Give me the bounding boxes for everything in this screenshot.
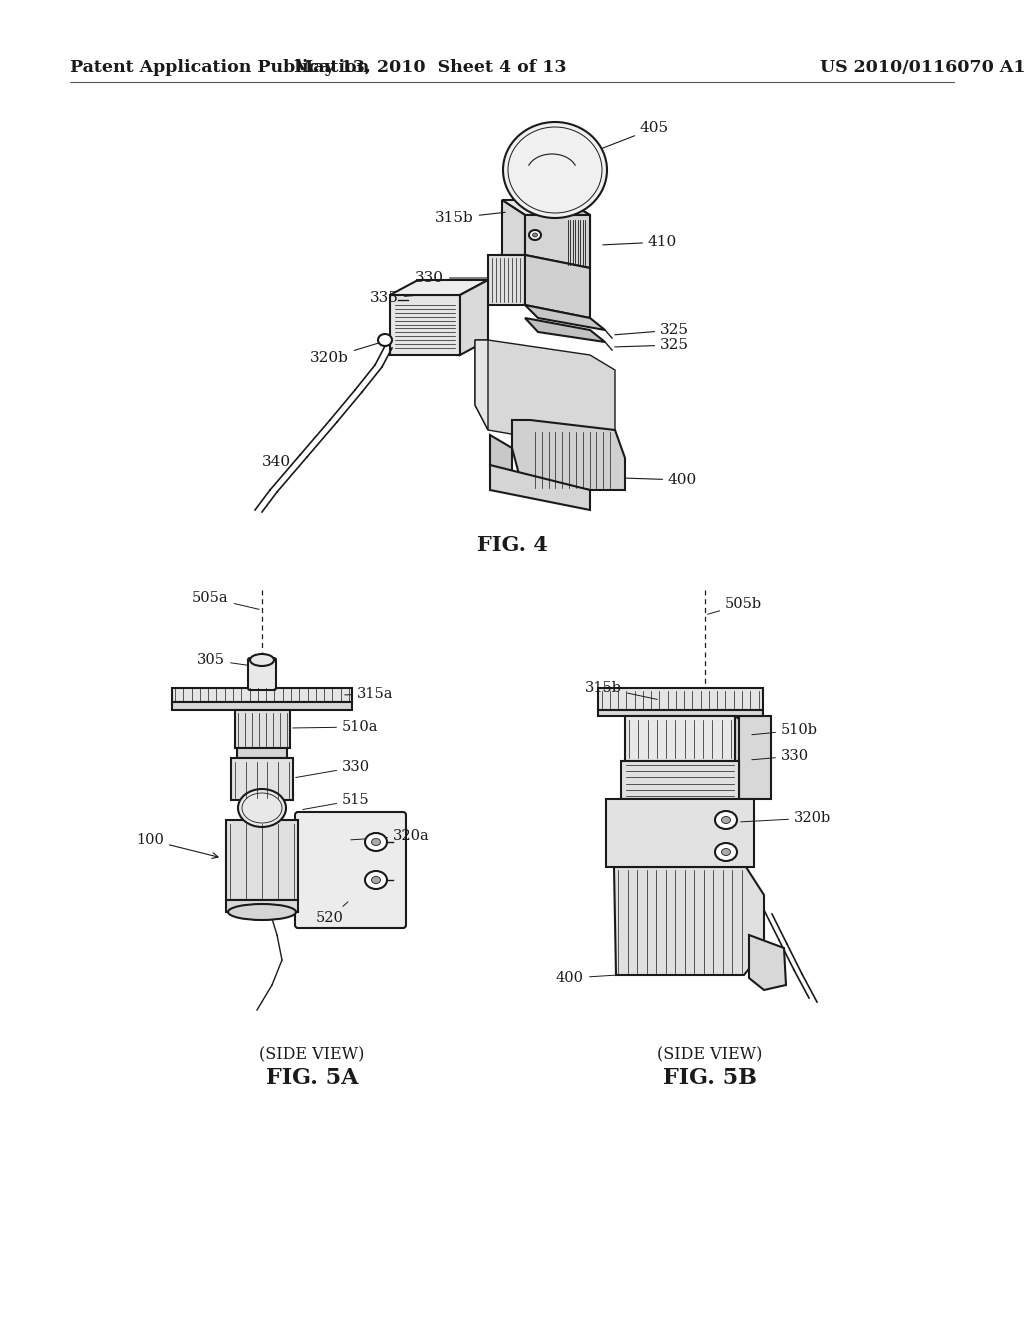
Polygon shape bbox=[488, 255, 525, 305]
Polygon shape bbox=[512, 420, 625, 490]
FancyBboxPatch shape bbox=[597, 710, 763, 715]
Polygon shape bbox=[390, 294, 460, 355]
Text: (SIDE VIEW): (SIDE VIEW) bbox=[259, 1047, 365, 1064]
Polygon shape bbox=[520, 198, 578, 205]
Polygon shape bbox=[475, 341, 615, 445]
Text: 510b: 510b bbox=[752, 723, 818, 737]
Ellipse shape bbox=[250, 653, 274, 667]
Ellipse shape bbox=[503, 121, 607, 218]
Ellipse shape bbox=[238, 789, 286, 828]
Text: 340: 340 bbox=[262, 455, 297, 469]
FancyBboxPatch shape bbox=[172, 702, 352, 710]
FancyBboxPatch shape bbox=[295, 812, 406, 928]
Polygon shape bbox=[565, 201, 590, 268]
Text: FIG. 5A: FIG. 5A bbox=[266, 1067, 358, 1089]
Polygon shape bbox=[614, 867, 764, 975]
FancyBboxPatch shape bbox=[172, 688, 352, 702]
Polygon shape bbox=[460, 280, 488, 355]
Text: 315b: 315b bbox=[585, 681, 657, 700]
Polygon shape bbox=[490, 436, 512, 478]
Polygon shape bbox=[490, 465, 590, 510]
Ellipse shape bbox=[372, 838, 381, 846]
Ellipse shape bbox=[365, 871, 387, 888]
Ellipse shape bbox=[532, 234, 538, 238]
Text: (SIDE VIEW): (SIDE VIEW) bbox=[657, 1047, 763, 1064]
Text: FIG. 5B: FIG. 5B bbox=[663, 1067, 757, 1089]
Text: 505b: 505b bbox=[708, 597, 762, 614]
Text: Patent Application Publication: Patent Application Publication bbox=[70, 59, 370, 77]
Text: 325: 325 bbox=[614, 323, 689, 337]
Text: 315b: 315b bbox=[435, 211, 505, 224]
Ellipse shape bbox=[372, 876, 381, 883]
Ellipse shape bbox=[228, 904, 296, 920]
Text: 325: 325 bbox=[614, 338, 689, 352]
FancyBboxPatch shape bbox=[231, 758, 293, 800]
Text: 515: 515 bbox=[303, 793, 370, 809]
FancyBboxPatch shape bbox=[226, 820, 298, 900]
Polygon shape bbox=[525, 318, 605, 342]
Text: 410: 410 bbox=[603, 235, 677, 249]
Text: 400: 400 bbox=[556, 972, 615, 985]
Text: 335: 335 bbox=[370, 290, 417, 305]
Polygon shape bbox=[525, 255, 590, 318]
Ellipse shape bbox=[529, 230, 541, 240]
Text: 305: 305 bbox=[197, 653, 264, 668]
Text: 320b: 320b bbox=[310, 343, 379, 366]
Polygon shape bbox=[525, 215, 590, 268]
Polygon shape bbox=[749, 935, 786, 990]
FancyBboxPatch shape bbox=[621, 762, 739, 799]
Polygon shape bbox=[502, 201, 525, 255]
Text: US 2010/0116070 A1: US 2010/0116070 A1 bbox=[820, 59, 1024, 77]
Text: 505a: 505a bbox=[193, 591, 259, 610]
FancyBboxPatch shape bbox=[606, 799, 754, 867]
FancyBboxPatch shape bbox=[226, 900, 298, 912]
Text: 100: 100 bbox=[136, 833, 218, 858]
Text: 520: 520 bbox=[316, 902, 348, 925]
FancyBboxPatch shape bbox=[248, 657, 276, 690]
Ellipse shape bbox=[715, 810, 737, 829]
Text: 315a: 315a bbox=[345, 686, 393, 701]
FancyBboxPatch shape bbox=[625, 715, 735, 762]
Polygon shape bbox=[390, 280, 488, 294]
Text: May 13, 2010  Sheet 4 of 13: May 13, 2010 Sheet 4 of 13 bbox=[294, 59, 566, 77]
FancyBboxPatch shape bbox=[234, 710, 290, 748]
Polygon shape bbox=[475, 341, 488, 430]
Text: 330: 330 bbox=[752, 748, 809, 763]
FancyBboxPatch shape bbox=[237, 748, 287, 758]
Text: 400: 400 bbox=[625, 473, 697, 487]
Ellipse shape bbox=[365, 833, 387, 851]
Polygon shape bbox=[525, 305, 605, 330]
Text: 330: 330 bbox=[415, 271, 487, 285]
Text: 405: 405 bbox=[588, 121, 669, 154]
Text: 320b: 320b bbox=[740, 810, 831, 825]
Ellipse shape bbox=[722, 817, 730, 824]
Ellipse shape bbox=[722, 849, 730, 855]
Text: 330: 330 bbox=[296, 760, 370, 777]
Text: FIG. 4: FIG. 4 bbox=[476, 535, 548, 554]
Polygon shape bbox=[502, 201, 590, 215]
Ellipse shape bbox=[715, 843, 737, 861]
Ellipse shape bbox=[378, 334, 392, 346]
FancyBboxPatch shape bbox=[597, 688, 763, 710]
Text: 320a: 320a bbox=[351, 829, 430, 843]
Polygon shape bbox=[735, 715, 765, 762]
FancyBboxPatch shape bbox=[739, 715, 771, 799]
Text: 510a: 510a bbox=[293, 719, 379, 734]
